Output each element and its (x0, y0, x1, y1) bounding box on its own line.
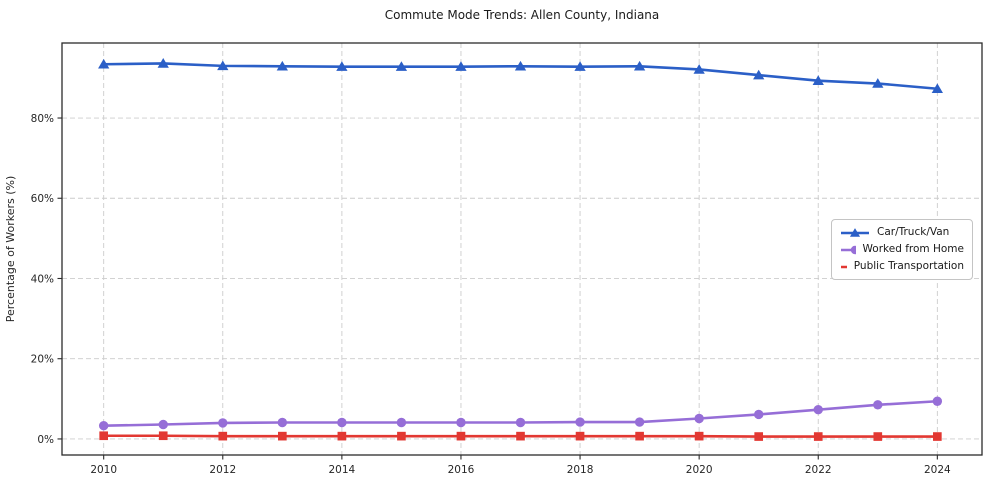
circle-marker (98, 421, 109, 431)
square-marker (516, 431, 525, 441)
triangle-marker (157, 58, 169, 68)
square-marker (754, 432, 764, 441)
square-marker (337, 431, 347, 441)
square-marker (277, 431, 287, 441)
circle-marker (277, 417, 288, 428)
x-tick-label: 2014 (329, 464, 356, 476)
square-marker (694, 431, 704, 441)
legend-item-worked-from-home[interactable]: Worked from Home (840, 243, 964, 256)
x-tick-label: 2022 (805, 464, 832, 476)
circle-marker (337, 417, 347, 428)
triangle-marker (753, 69, 765, 80)
circle-marker (813, 404, 823, 415)
axis-layer (57, 42, 983, 460)
square-marker (635, 431, 644, 441)
square-marker (99, 431, 109, 441)
triangle-marker (217, 60, 229, 71)
triangle-marker (276, 60, 288, 71)
triangle-marker (633, 60, 646, 71)
circle-marker (873, 400, 883, 410)
circle-marker (932, 396, 943, 406)
x-tick-label: 2010 (90, 464, 117, 476)
y-tick-label: 0% (37, 434, 54, 446)
triangle-marker (872, 78, 884, 88)
y-tick-label: 20% (31, 354, 54, 366)
y-tick-label: 60% (31, 193, 54, 205)
x-tick-label: 2018 (567, 464, 594, 476)
grid-layer (62, 43, 982, 455)
circle-marker (850, 245, 856, 254)
triangle-marker (395, 61, 408, 71)
triangle-marker (336, 61, 348, 71)
legend-item-car-truck-van[interactable]: Car/Truck/Van (840, 226, 964, 239)
circle-line-swatch-icon (841, 245, 856, 254)
circle-marker (694, 413, 704, 424)
square-marker (873, 432, 883, 441)
series-layer (98, 58, 943, 441)
y-tick-label: 80% (31, 113, 54, 125)
square-marker (158, 431, 168, 441)
square-marker (813, 432, 823, 441)
legend-item-public-transportation[interactable]: Public Transportation (840, 260, 964, 273)
x-tick-label: 2016 (448, 464, 475, 476)
x-tick-label: 2012 (209, 464, 236, 476)
y-axis-label: Percentage of Workers (%) (4, 176, 17, 323)
triangle-line-swatch-icon (841, 227, 869, 237)
square-marker (456, 431, 466, 441)
x-tick-label: 2020 (686, 464, 713, 476)
triangle-marker (574, 61, 586, 71)
circle-marker (396, 417, 407, 428)
square-line-swatch-icon (841, 265, 847, 268)
circle-marker (218, 418, 228, 428)
plot-border (61, 42, 983, 456)
triangle-marker (514, 60, 527, 71)
triangle-marker (455, 61, 467, 71)
legend-label: Car/Truck/Van (877, 226, 950, 238)
legend: Car/Truck/Van Worked from Home Public Tran… (831, 219, 973, 280)
circle-marker (634, 417, 645, 427)
circle-marker (515, 417, 526, 428)
legend-label: Worked from Home (862, 243, 964, 255)
y-tick-label: 40% (31, 273, 54, 285)
square-marker (575, 431, 585, 441)
circle-marker (456, 417, 466, 428)
square-marker (933, 432, 942, 441)
circle-marker (158, 419, 168, 430)
triangle-marker (849, 227, 861, 237)
triangle-marker (812, 75, 824, 85)
square-marker (397, 431, 406, 441)
square-marker (218, 431, 228, 441)
circle-marker (575, 417, 585, 427)
tick-label-layer: 2010 2012 2014 2016 2018 2020 2022 2024 0% 20% 40%… (31, 113, 951, 476)
triangle-marker (693, 64, 705, 74)
triangle-marker (931, 83, 943, 93)
chart-title: Commute Mode Trends: Allen County, India… (384, 8, 660, 22)
legend-label: Public Transportation (853, 260, 964, 272)
x-tick-label: 2024 (924, 464, 951, 476)
circle-marker (753, 409, 764, 420)
triangle-marker (98, 58, 110, 69)
